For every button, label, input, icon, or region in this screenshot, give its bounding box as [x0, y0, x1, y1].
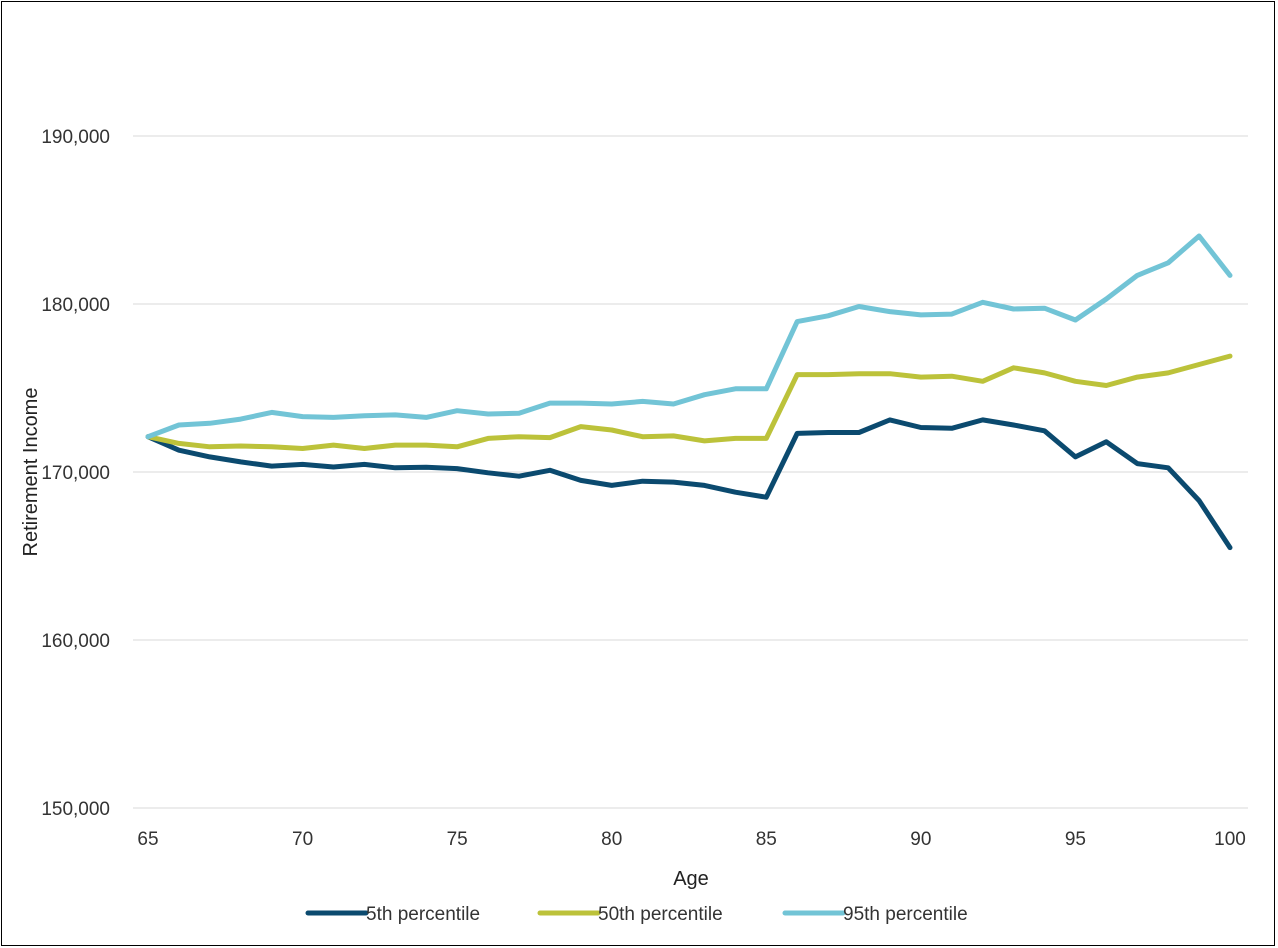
x-axis-title: Age: [673, 868, 709, 890]
x-tick-label: 95: [1065, 829, 1086, 850]
x-axis-ticks: 65 70 75 80 85 90 95 100: [137, 829, 1245, 850]
y-tick-label: 180,000: [41, 295, 110, 316]
x-tick-label: 70: [292, 829, 313, 850]
series-lines: [145, 233, 1233, 551]
x-tick-label: 65: [137, 829, 158, 850]
legend-label: 5th percentile: [366, 904, 480, 925]
y-tick-label: 170,000: [41, 463, 110, 484]
y-tick-label: 160,000: [41, 631, 110, 652]
x-tick-label: 100: [1214, 829, 1246, 850]
legend-item: 95th percentile: [782, 904, 968, 925]
gridlines: [133, 135, 1248, 809]
legend-label: 95th percentile: [843, 904, 968, 925]
legend: 5th percentile 50th percentile 95th percen…: [305, 904, 968, 925]
legend-item: 5th percentile: [305, 904, 480, 925]
x-tick-label: 75: [447, 829, 468, 850]
series-line-1: [145, 417, 1233, 551]
series-line-3: [145, 233, 1233, 440]
y-tick-label: 150,000: [41, 799, 110, 820]
x-tick-label: 85: [756, 829, 777, 850]
series-line-2: [145, 353, 1233, 451]
y-axis-title: Retirement Income: [20, 388, 42, 557]
legend-item: 50th percentile: [537, 904, 723, 925]
x-tick-label: 80: [601, 829, 622, 850]
x-tick-label: 90: [910, 829, 931, 850]
y-tick-label: 190,000: [41, 127, 110, 148]
y-axis-ticks: 150,000 160,000 170,000 180,000 190,000: [41, 127, 110, 820]
legend-label: 50th percentile: [598, 904, 723, 925]
